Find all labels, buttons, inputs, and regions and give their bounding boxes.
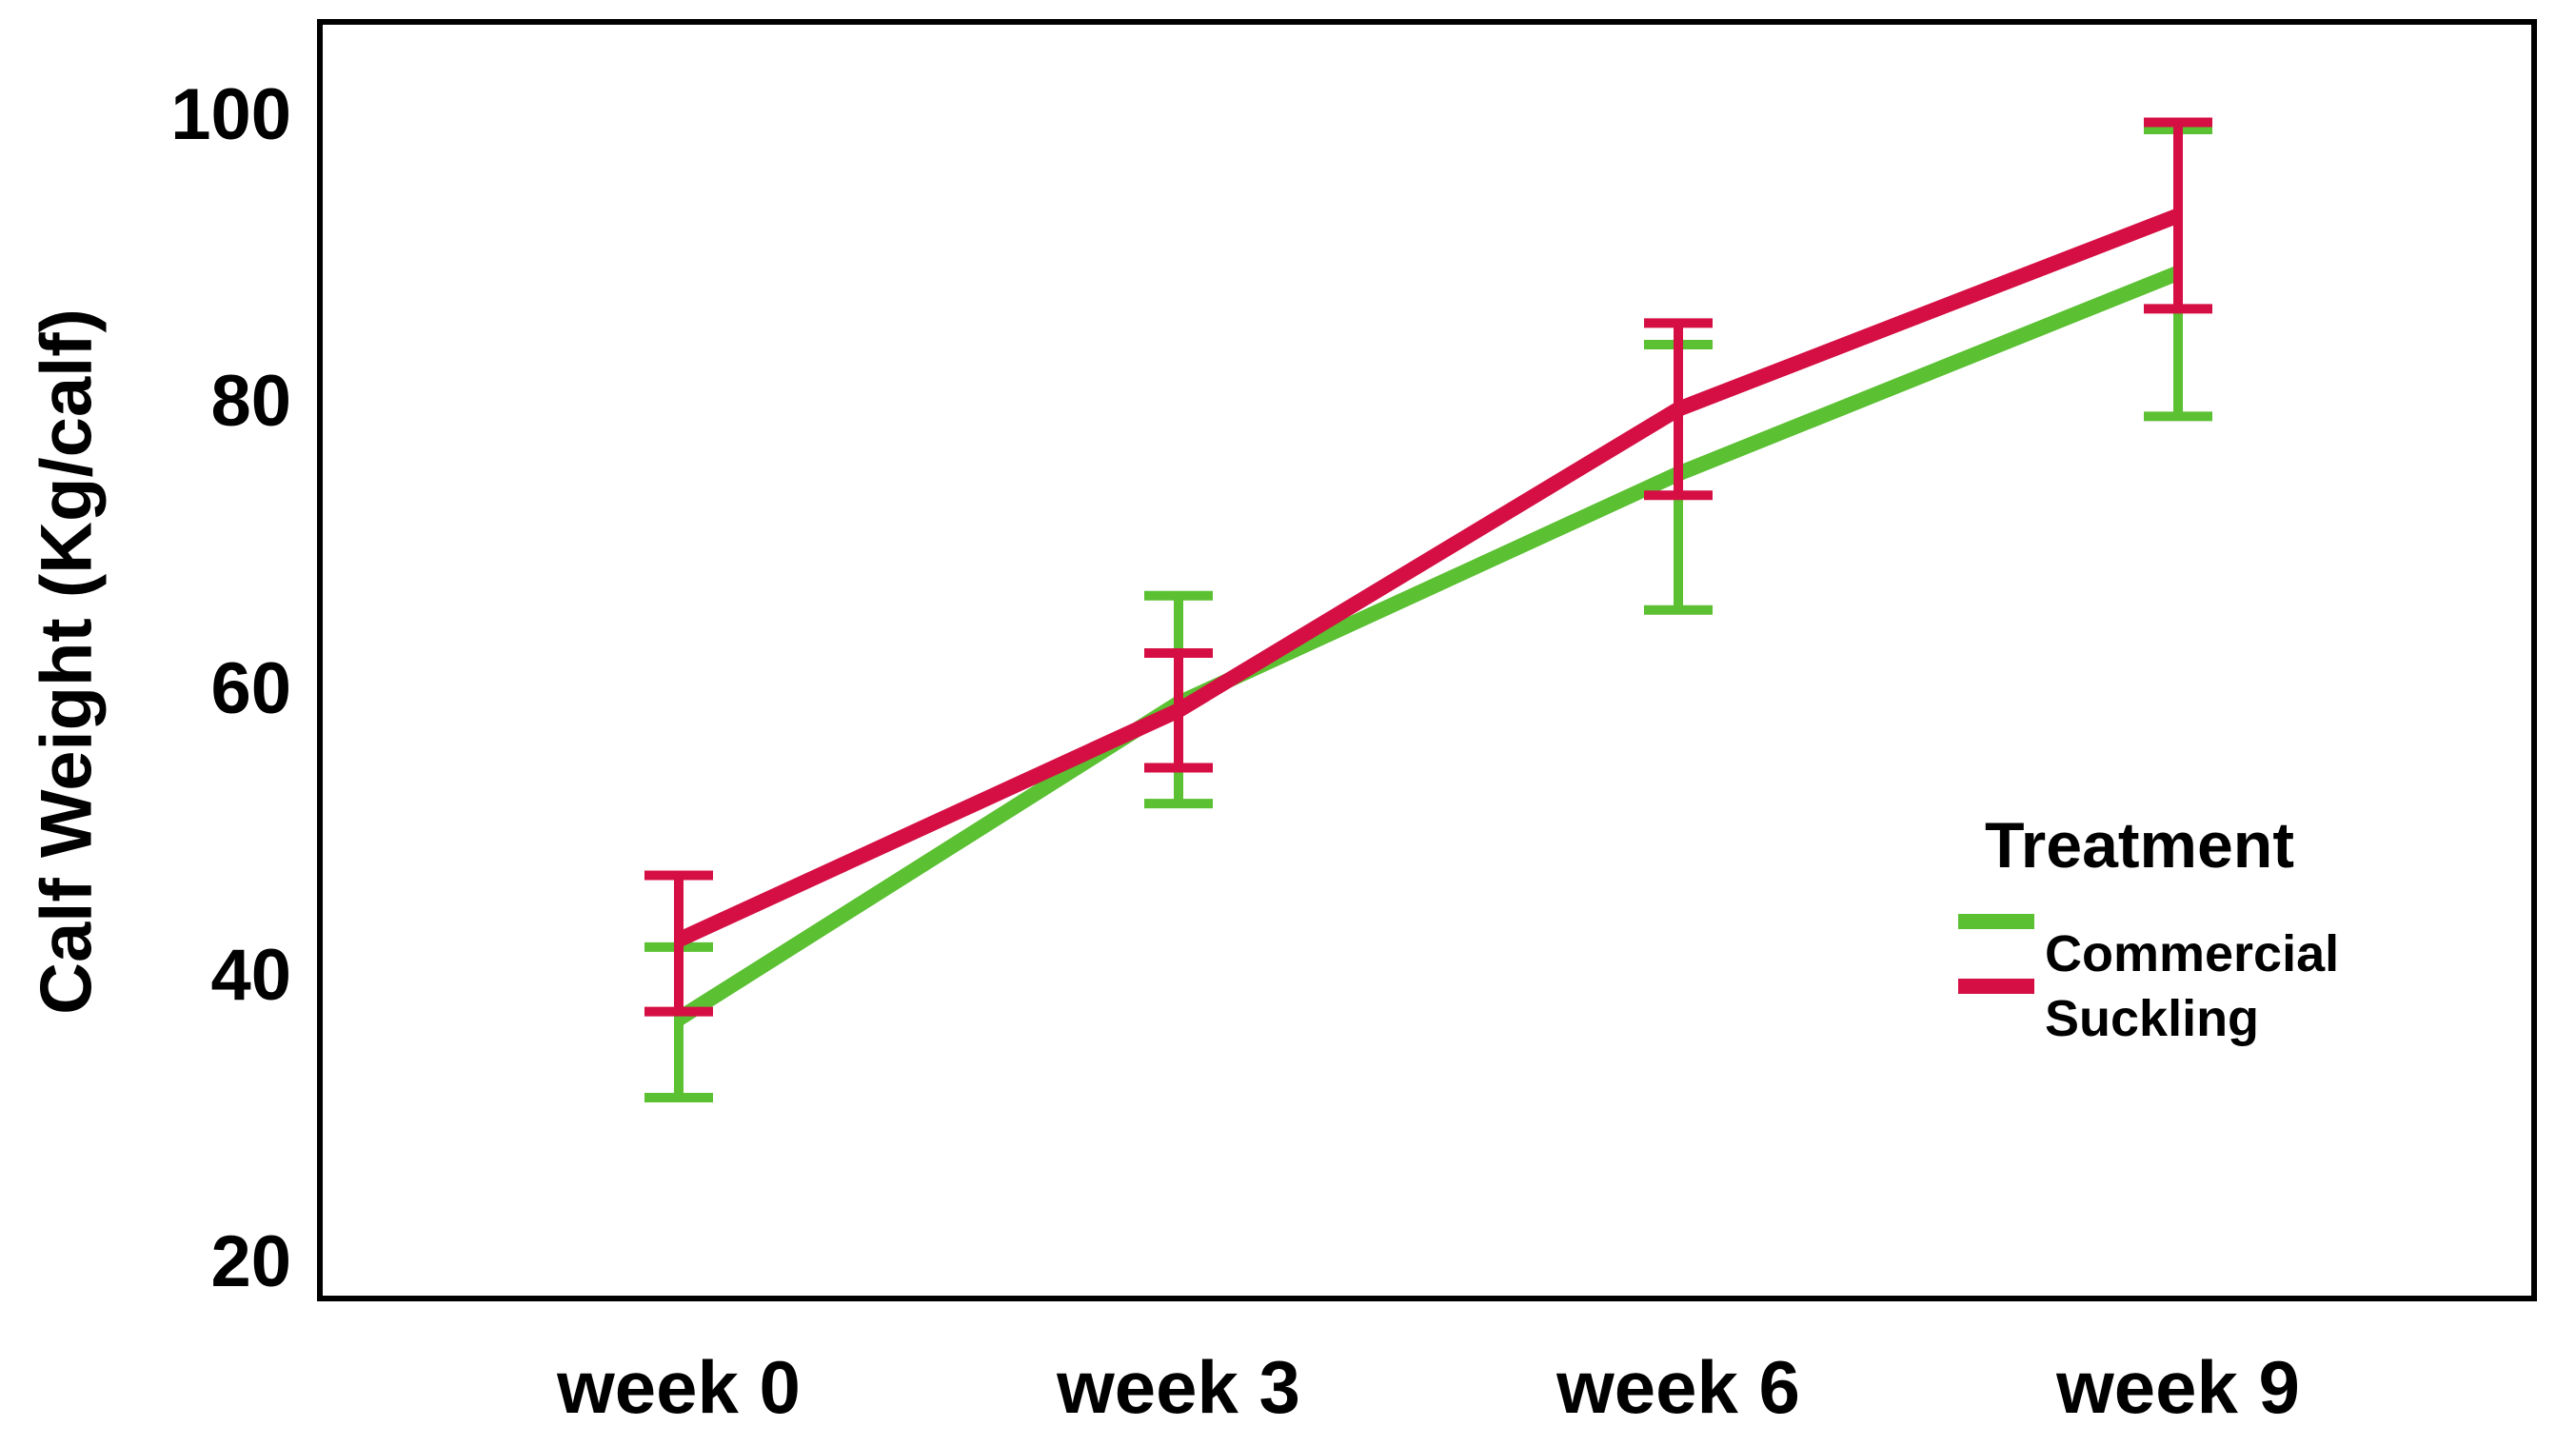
x-tick-label-1: week 3 <box>1057 1345 1300 1429</box>
y-tick-label-20: 20 <box>210 1221 291 1303</box>
y-axis-title: Calf Weight (Kg/calf) <box>26 308 108 1015</box>
error-bar-suckling-3 <box>2144 117 2212 314</box>
x-tick-label-0: week 0 <box>557 1345 801 1429</box>
legend-swatch-suckling <box>1958 979 2034 994</box>
y-tick-label-40: 40 <box>210 934 291 1016</box>
x-tick-label-3: week 9 <box>2056 1345 2300 1429</box>
legend-swatch-commercial <box>1958 914 2034 929</box>
error-bar-suckling-0 <box>644 870 713 1017</box>
plot-frame <box>317 19 2537 1301</box>
legend-label-suckling: Suckling <box>2045 990 2260 1047</box>
y-tick-label-80: 80 <box>210 361 291 443</box>
y-tick-label-100: 100 <box>170 73 291 155</box>
y-tick-label-60: 60 <box>210 647 291 729</box>
x-tick-label-2: week 6 <box>1556 1345 1800 1429</box>
series-line-suckling <box>675 208 2181 947</box>
series-line-commercial <box>674 266 2181 1025</box>
legend-title: Treatment <box>1985 809 2294 882</box>
legend-label-commercial: Commercial <box>2045 925 2340 982</box>
